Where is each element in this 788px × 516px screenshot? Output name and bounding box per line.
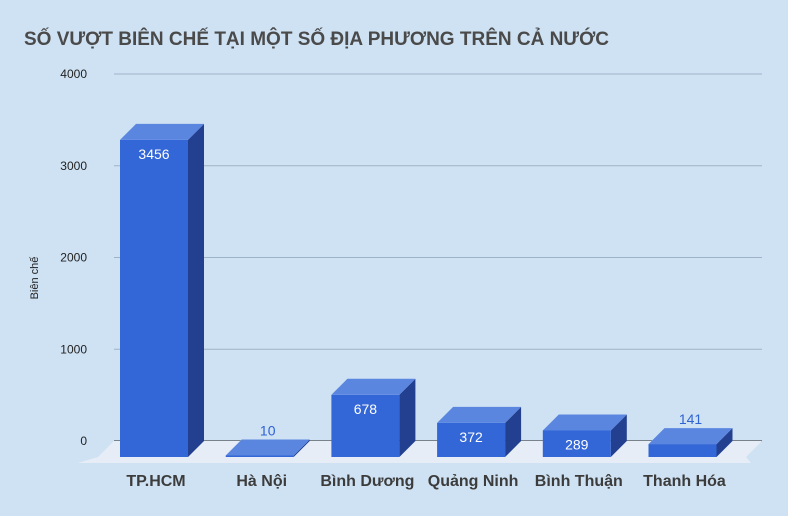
x-tick-label: Thanh Hóa [643, 473, 726, 490]
data-label: 141 [679, 411, 703, 427]
bar-top [648, 428, 733, 445]
labels: 0 1000 2000 3000 4000 3456 TP.HCM 10 Hà Nội 678 Bì… [60, 67, 726, 490]
y-tick-label: 0 [80, 434, 87, 448]
bar-side [610, 414, 627, 457]
data-label: 372 [459, 429, 483, 445]
data-label: 3456 [138, 146, 169, 162]
data-label: 10 [260, 423, 276, 439]
bar-top [120, 123, 204, 140]
bar-front [437, 422, 506, 457]
bar-side [716, 428, 733, 457]
bar [331, 378, 416, 457]
bar [648, 428, 733, 457]
bar [542, 414, 627, 457]
bar-top [331, 378, 416, 395]
bar [120, 123, 204, 458]
y-tick-label: 3000 [60, 159, 87, 173]
bar-front [225, 455, 294, 457]
bar-side [505, 406, 522, 457]
y-tick-label: 4000 [60, 67, 87, 81]
floor-edge [78, 457, 751, 463]
y-tick-label: 2000 [60, 251, 87, 265]
x-tick-label: Bình Dương [320, 473, 414, 490]
bar-top [225, 439, 310, 456]
y-tick-label: 1000 [60, 342, 87, 356]
data-label: 678 [354, 401, 378, 417]
x-tick-label: Quảng Ninh [428, 473, 519, 490]
data-label: 289 [565, 436, 589, 452]
gridlines [114, 73, 762, 442]
bar [437, 406, 522, 457]
x-tick-label: Bình Thuận [535, 473, 623, 490]
bar [225, 439, 310, 457]
bar-front [542, 430, 611, 457]
bar-top [437, 406, 522, 423]
chart-title: SỐ VƯỢT BIÊN CHẾ TẠI MỘT SỐ ĐỊA PHƯƠNG T… [24, 28, 609, 50]
bar-front [648, 444, 717, 457]
bar-front [120, 139, 188, 458]
bars [120, 123, 733, 458]
bar-side [399, 378, 416, 457]
x-tick-label: Hà Nội [236, 473, 287, 490]
bar-side [293, 439, 310, 457]
y-axis-label: Biên chế [29, 257, 41, 300]
bar-side [188, 123, 204, 458]
bar-front [331, 394, 400, 457]
bar-top [542, 414, 627, 431]
x-tick-label: TP.HCM [126, 473, 185, 490]
